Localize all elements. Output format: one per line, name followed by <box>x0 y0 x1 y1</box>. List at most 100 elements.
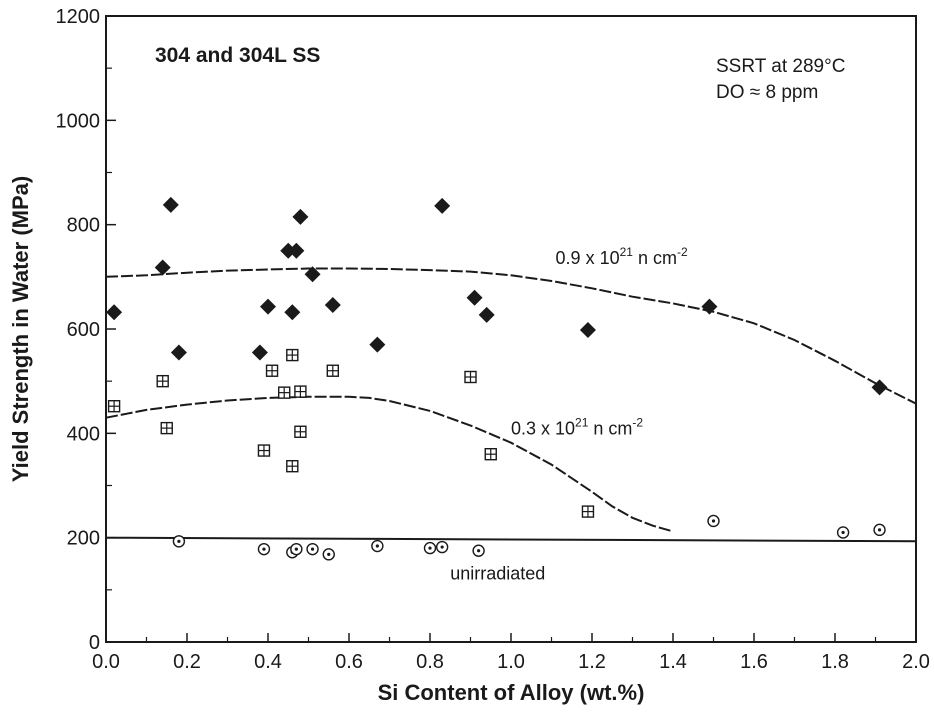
curve-label-unit-exponent: -2 <box>632 415 643 429</box>
curve-label-text: unirradiated <box>450 563 545 583</box>
dotted-circle-point <box>836 526 850 539</box>
dotted-circle-center <box>841 530 845 535</box>
boxed-plus-point <box>581 505 595 518</box>
dotted-circle-point <box>290 542 303 556</box>
dotted-circle-point <box>707 514 720 528</box>
boxed-plus-point <box>484 448 497 461</box>
dotted-circle-point <box>371 539 384 553</box>
diamond-point <box>304 266 321 283</box>
y-tick-label: 400 <box>67 423 100 445</box>
x-tick-label: 1.6 <box>740 651 768 673</box>
x-tick-label: 0.6 <box>335 651 363 673</box>
curve-label-unit: n cm <box>633 248 677 268</box>
x-tick-label: 1.0 <box>497 651 525 673</box>
dotted-circle-center <box>327 552 331 556</box>
diamond-point <box>170 344 187 361</box>
boxed-plus-point <box>464 370 477 384</box>
x-tick-label: 1.2 <box>578 651 606 673</box>
diamond-point <box>251 344 268 361</box>
x-tick-label: 1.4 <box>659 651 687 673</box>
diamond-point <box>701 298 718 315</box>
diamond-point <box>579 322 596 339</box>
dotted-circle-point <box>435 540 449 554</box>
y-tick-label: 200 <box>67 528 100 550</box>
dotted-circle-point <box>873 523 886 537</box>
dotted-circle-center <box>375 544 379 548</box>
diamond-point <box>434 197 451 214</box>
fit-curves <box>105 267 917 543</box>
boxed-plus-point <box>278 386 291 399</box>
x-tick-label: 0.2 <box>173 651 201 673</box>
diamond-point <box>280 242 297 259</box>
dotted-circle-center <box>711 519 716 523</box>
diamond-point <box>288 242 305 259</box>
boxed-plus-point <box>156 374 169 388</box>
dotted-circle-center <box>294 547 298 551</box>
curve-label-text: 0.9 x 10 <box>556 248 620 268</box>
curve-label-0: 0.9 x 1021 n cm-2 <box>556 245 688 268</box>
diamond-point <box>284 304 301 321</box>
boxed-plus-point <box>257 444 271 457</box>
diamond-point <box>260 298 276 315</box>
chart-title: 304 and 304L SS <box>155 44 320 67</box>
curve-labels: 0.9 x 1021 n cm-20.3 x 1021 n cm-2unirra… <box>450 245 688 584</box>
y-tick-label: 0 <box>89 632 100 654</box>
boxed-plus-point <box>294 385 307 398</box>
dotted-circle-center <box>440 545 444 549</box>
dotted-circle-point <box>423 541 437 555</box>
curve-label-1: 0.3 x 1021 n cm-2 <box>511 415 643 438</box>
plot-frame <box>105 15 917 643</box>
diamond-point <box>466 289 483 306</box>
diamond-point <box>478 306 495 323</box>
y-tick-label: 600 <box>67 319 100 341</box>
diamond-point <box>369 336 386 353</box>
curve-label-2: unirradiated <box>450 563 545 583</box>
annotation-line-2: DO ≈ 8 ppm <box>716 82 818 103</box>
data-points <box>106 196 888 561</box>
boxed-plus-point <box>107 400 121 413</box>
boxed-plus-point <box>160 421 173 435</box>
diamond-point <box>154 259 171 276</box>
dotted-circle-center <box>428 546 432 550</box>
boxed-plus-point <box>286 348 299 362</box>
dotted-circle-point <box>172 535 186 548</box>
diamond-point <box>324 297 341 314</box>
y-tick-label: 800 <box>67 215 100 237</box>
dotted-circle-point <box>257 542 271 556</box>
curve-label-exponent: 21 <box>620 245 634 259</box>
dotted-circle-point <box>472 544 485 557</box>
dotted-circle-center <box>477 549 481 553</box>
axis-ticks: 0.0 0.2 0.4 0.6 0.8 1.0 1.2 1.4 1.6 1.8 2.0 0 200 400… <box>56 6 930 673</box>
curve-label-text: 0.3 x 10 <box>511 418 575 438</box>
annotation-line-1: SSRT at 289°C <box>716 56 845 77</box>
dotted-circle-point <box>306 542 319 556</box>
curve-line-2 <box>105 536 917 543</box>
diamond-point <box>162 196 179 213</box>
x-tick-label: 2.0 <box>902 651 930 673</box>
dotted-circle-center <box>310 547 315 551</box>
x-tick-label: 0.0 <box>92 651 120 673</box>
diamond-point <box>871 379 888 396</box>
boxed-plus-point <box>294 425 307 438</box>
y-tick-label: 1000 <box>56 110 101 132</box>
y-axis-title: Yield Strength in Water (MPa) <box>8 176 33 482</box>
boxed-plus-point <box>286 459 299 473</box>
x-tick-label: 0.8 <box>416 651 444 673</box>
dotted-circle-center <box>877 528 882 532</box>
curve-label-exponent: 21 <box>575 415 589 429</box>
y-tick-label: 1200 <box>56 6 101 28</box>
diamond-point <box>292 208 309 225</box>
curve-label-unit-exponent: -2 <box>677 245 688 259</box>
dotted-circle-point <box>322 548 335 561</box>
curve-label-unit: n cm <box>588 418 632 438</box>
dotted-circle-center <box>177 539 181 543</box>
boxed-plus-point <box>326 364 339 377</box>
curve-line-1 <box>105 395 674 533</box>
x-axis-title: Si Content of Alloy (wt.%) <box>378 680 645 705</box>
boxed-plus-point <box>265 364 279 377</box>
x-tick-label: 1.8 <box>821 651 849 673</box>
curve-line-0 <box>105 267 917 405</box>
diamond-point <box>106 304 123 321</box>
dotted-circle-center <box>262 547 266 551</box>
